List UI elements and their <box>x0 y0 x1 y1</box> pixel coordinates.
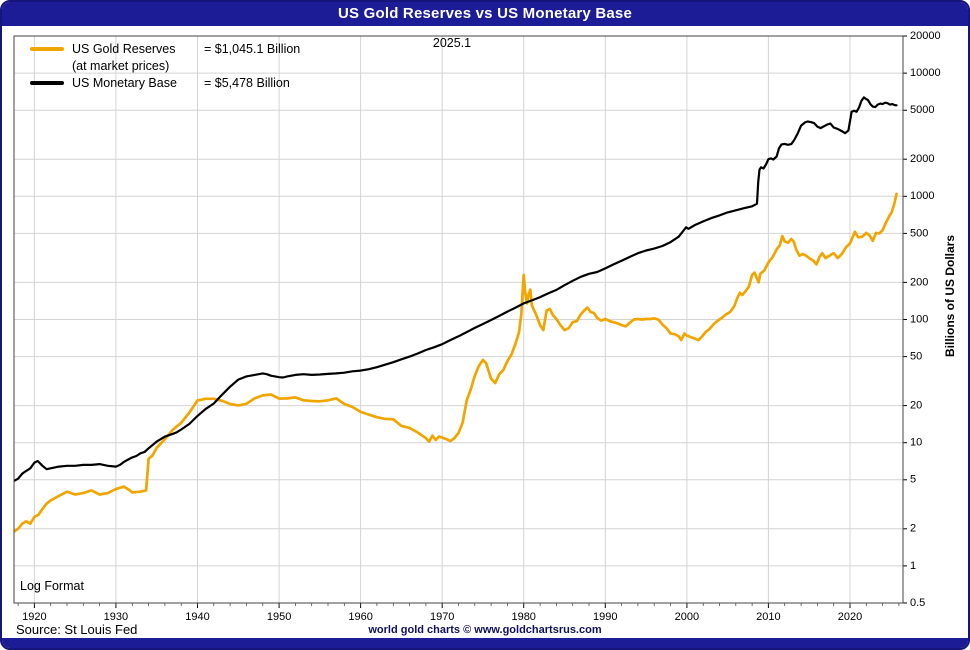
svg-text:5: 5 <box>910 474 916 486</box>
svg-text:2000: 2000 <box>910 153 934 165</box>
source-note: Source: St Louis Fed <box>16 622 138 637</box>
copyright-note: world gold charts © www.goldchartsrus.co… <box>368 624 602 636</box>
svg-text:1980: 1980 <box>511 611 535 622</box>
svg-text:2: 2 <box>910 523 916 535</box>
monetary-base-value: = $5,478 Billion <box>204 76 290 90</box>
svg-text:50: 50 <box>910 351 922 363</box>
svg-text:500: 500 <box>910 227 928 239</box>
svg-text:2010: 2010 <box>756 611 780 622</box>
chart-plot: 0.5 1 2 5 10 20 50 100 200 500 1000 2000 5000 10000 20… <box>13 30 941 623</box>
y-axis-title: Billions of US Dollars <box>943 234 957 358</box>
chart-title: US Gold Reserves vs US Monetary Base <box>338 5 632 22</box>
svg-text:10000: 10000 <box>910 67 941 79</box>
log-format-note: Log Format <box>20 579 84 593</box>
svg-text:200: 200 <box>910 276 928 288</box>
bottom-bar <box>2 638 968 648</box>
svg-text:1940: 1940 <box>185 611 209 622</box>
gold-series-value: = $1,045.1 Billion <box>204 42 301 56</box>
svg-text:1930: 1930 <box>104 611 128 622</box>
chart-region: 0.5 1 2 5 10 20 50 100 200 500 1000 2000 5000 10000 20… <box>2 26 968 623</box>
gold-series-swatch <box>30 47 64 51</box>
gold-series-sublabel: (at market prices) <box>72 59 170 73</box>
svg-text:10: 10 <box>910 437 922 449</box>
svg-text:1960: 1960 <box>348 611 372 622</box>
footer-row: Source: St Louis Fed world gold charts ©… <box>2 622 968 638</box>
svg-text:1920: 1920 <box>22 611 46 622</box>
svg-text:2000: 2000 <box>675 611 699 622</box>
chart-legend: US Gold Reserves = $1,045.1 Billion (at … <box>30 42 300 90</box>
svg-text:1970: 1970 <box>430 611 454 622</box>
svg-text:5000: 5000 <box>910 104 934 116</box>
svg-text:0.5: 0.5 <box>910 597 925 609</box>
latest-date-annotation: 2025.1 <box>432 36 472 50</box>
svg-text:20: 20 <box>910 400 922 412</box>
gold-series-label: US Gold Reserves <box>72 42 176 56</box>
svg-text:100: 100 <box>910 313 928 325</box>
svg-text:1950: 1950 <box>267 611 291 622</box>
monetary-base-swatch <box>30 81 64 85</box>
chart-title-bar: US Gold Reserves vs US Monetary Base <box>2 2 968 26</box>
svg-text:1000: 1000 <box>910 190 934 202</box>
svg-text:1990: 1990 <box>593 611 617 622</box>
svg-text:2020: 2020 <box>838 611 862 622</box>
svg-text:20000: 20000 <box>910 30 941 42</box>
svg-text:1: 1 <box>910 560 916 572</box>
monetary-base-label: US Monetary Base <box>72 76 177 90</box>
